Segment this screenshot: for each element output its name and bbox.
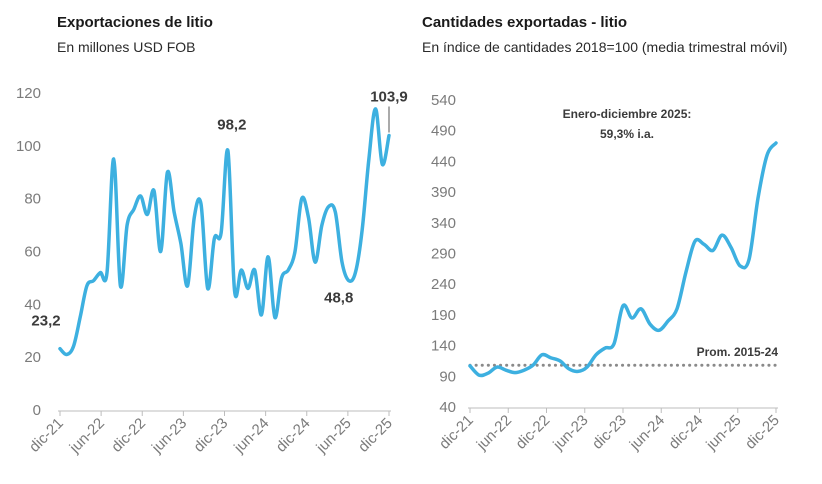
left-chart-x-tick-label: jun-22 [66,415,108,457]
left-chart-y-tick-label: 60 [24,244,41,261]
right-chart-title: Cantidades exportadas - litio [422,14,628,31]
left-chart-x-tick-label: dic-24 [273,415,314,456]
left-chart-x-tick-label: dic-21 [26,415,67,456]
right-chart-y-tick-label: 340 [431,215,456,232]
left-chart-y-tick-label: 40 [24,296,41,313]
left-chart-y-tick-label: 80 [24,191,41,208]
right-chart-x-tick-label: dic-25 [742,412,783,453]
left-chart-x-tick-label: jun-23 [148,415,190,457]
left-chart-data-label: 23,2 [31,313,60,330]
right-chart-x-tick-label: jun-23 [549,412,591,454]
left-chart-y-tick-label: 20 [24,349,41,366]
left-chart-data-label: 103,9 [370,89,408,106]
left-chart-data-label: 48,8 [324,290,353,307]
right-chart-y-tick-label: 140 [431,338,456,355]
right-chart-x-tick-label: jun-25 [702,412,744,454]
right-chart-y-tick-label: 290 [431,246,456,263]
left-chart-x-tick-label: dic-25 [355,415,396,456]
left-chart-series-line [58,107,391,357]
right-chart-x-tick-label: jun-22 [473,412,515,454]
left-chart-title: Exportaciones de litio [57,14,213,31]
right-chart-reference-label: Prom. 2015-24 [697,345,779,359]
right-chart-x-tick-label: jun-24 [626,412,668,454]
right-chart-subtitle: En índice de cantidades 2018=100 (media … [422,39,788,55]
left-chart-data-label: 98,2 [217,117,246,134]
right-chart-annotation: Enero-diciembre 2025: [563,107,692,121]
right-chart-y-tick-label: 540 [431,92,456,109]
right-chart-series-line [468,141,778,378]
left-chart-x-tick-label: jun-25 [312,415,354,457]
left-chart-x-tick-label: dic-22 [108,415,149,456]
left-chart-y-tick-label: 120 [16,85,41,102]
left-chart-subtitle: En millones USD FOB [57,39,196,55]
left-chart-x-tick-label: jun-24 [230,415,272,457]
right-chart-annotation: 59,3% i.a. [600,127,654,141]
left-chart-y-tick-label: 0 [33,402,41,419]
right-chart-y-tick-label: 90 [439,368,456,385]
right-chart-y-tick-label: 490 [431,123,456,140]
right-chart-x-tick-label: dic-22 [512,412,553,453]
right-chart-y-tick-label: 40 [439,399,456,416]
right-chart-x-tick-label: dic-21 [436,412,477,453]
left-chart-x-tick-label: dic-23 [190,415,231,456]
left-chart-y-tick-label: 100 [16,138,41,155]
right-chart-y-tick-label: 190 [431,307,456,324]
right-chart-y-tick-label: 390 [431,184,456,201]
right-chart-y-tick-label: 440 [431,153,456,170]
right-chart-y-tick-label: 240 [431,276,456,293]
right-chart-x-tick-label: dic-23 [589,412,630,453]
right-chart-x-tick-label: dic-24 [665,412,706,453]
